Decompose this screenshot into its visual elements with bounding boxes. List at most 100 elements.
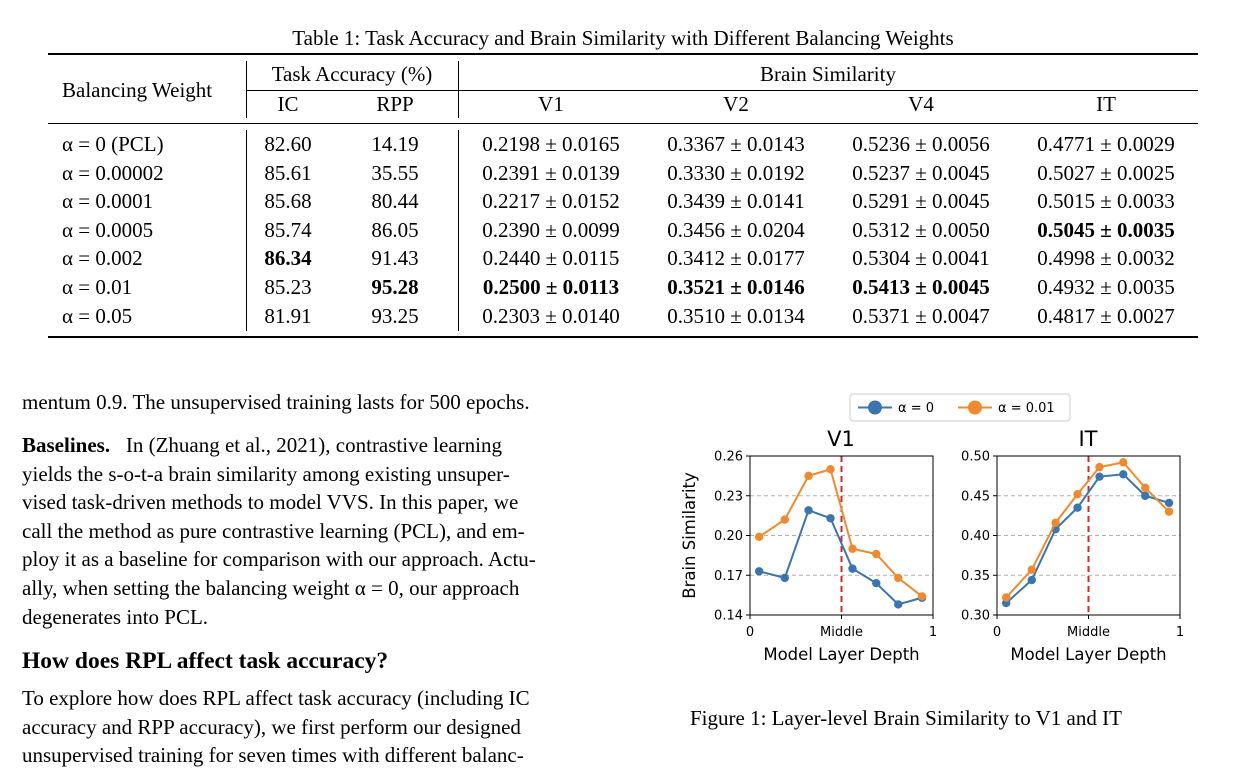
data-point (1119, 470, 1128, 479)
table-cell-weight: α = 0 (PCL) (62, 132, 164, 156)
text-line: call the method as pure contrastive lear… (22, 518, 525, 543)
y-axis-label: Brain Similarity (680, 472, 699, 599)
data-point (1164, 498, 1174, 508)
data-point (894, 573, 903, 583)
data-point (1051, 518, 1060, 527)
data-point (1095, 462, 1104, 472)
table-divider (458, 130, 459, 331)
table-cell-weight: α = 0.0005 (62, 217, 154, 242)
header-balancing-weight: Balancing Weight (62, 78, 213, 102)
table-cell-it: 0.5015 ± 0.0033 (1037, 189, 1175, 214)
y-tick-label: 0.30 (961, 609, 990, 624)
data-point (1073, 489, 1082, 499)
text-line: yields the s-o-t-a brain similarity amon… (22, 461, 510, 486)
table-cell-v2: 0.3412 ± 0.0177 (667, 246, 805, 271)
table-cell-v1: 0.2217 ± 0.0152 (482, 189, 620, 214)
table-cell-v4: 0.5236 ± 0.0056 (852, 132, 990, 156)
table-divider (246, 61, 247, 118)
legend-label: α = 0.01 (998, 401, 1055, 416)
table-cell-weight: α = 0.01 (62, 275, 133, 299)
header-v1: V1 (538, 92, 564, 116)
data-point (1027, 575, 1036, 585)
y-tick-label: 0.35 (961, 569, 990, 584)
series-line (1005, 461, 1170, 599)
table-cell-rpp: 35.55 (371, 160, 419, 185)
x-tick-label: Middle (820, 625, 863, 640)
data-point (848, 564, 857, 573)
table-cell-v4: 0.5371 ± 0.0047 (852, 303, 990, 328)
plot-frame (996, 455, 1181, 616)
table-cell-v1: 0.2391 ± 0.0139 (482, 160, 620, 185)
data-point (754, 532, 764, 542)
data-point (1141, 491, 1150, 500)
y-tick-label: 0.40 (961, 529, 990, 544)
text-line: ally, when setting the balancing weight … (22, 575, 520, 600)
table-cell-v2: 0.3367 ± 0.0143 (667, 132, 805, 156)
header-it: IT (1096, 92, 1116, 116)
table-cell-rpp: 95.28 (371, 275, 419, 299)
baselines-paragraph: Baselines. In (Zhuang et al., 2021), con… (22, 431, 602, 631)
text-line: unsupervised training for seven times wi… (22, 743, 524, 768)
header-brain-similarity: Brain Similarity (760, 62, 896, 86)
table-cell-rpp: 93.25 (371, 303, 419, 328)
table-cell-rpp: 80.44 (371, 189, 419, 214)
table-cell-v1: 0.2198 ± 0.0165 (482, 132, 620, 156)
table-cell-ic: 85.74 (264, 217, 312, 242)
series-line (758, 467, 923, 598)
text-line: ploy it as a baseline for comparison wit… (22, 547, 536, 572)
table-cell-v2: 0.3456 ± 0.0204 (667, 217, 805, 242)
table-cell-v1: 0.2390 ± 0.0099 (482, 217, 620, 242)
data-point (780, 573, 789, 583)
section-paragraph: To explore how does RPL affect task accu… (22, 684, 602, 770)
table-cell-weight: α = 0.002 (62, 246, 143, 271)
header-v4: V4 (908, 92, 934, 116)
y-tick-label: 0.20 (714, 529, 743, 544)
figure-caption: Figure 1: Layer-level Brain Similarity t… (690, 706, 1122, 730)
data-point (1119, 458, 1128, 467)
figure-1: α = 0 α = 0.01 V1 0.14 0.17 0.20 0.23 0.26 0 Midd… (680, 393, 1184, 664)
table-cell-it: 0.4771 ± 0.0029 (1037, 132, 1175, 156)
data-point (1141, 483, 1150, 492)
y-tick-label: 0.23 (714, 489, 743, 504)
data-point (872, 549, 881, 559)
legend-label: α = 0 (898, 401, 934, 416)
data-point (1073, 503, 1082, 512)
table-caption: Table 1: Task Accuracy and Brain Similar… (292, 26, 954, 50)
table-cell-v2: 0.3521 ± 0.0146 (667, 275, 805, 299)
table-header-rule (48, 123, 1198, 125)
x-tick-label: 1 (929, 625, 937, 640)
legend-marker (968, 400, 982, 415)
table-cell-ic: 85.68 (264, 189, 312, 214)
plot-frame (749, 455, 934, 616)
data-point (804, 471, 813, 481)
y-tick-label: 0.45 (961, 489, 990, 504)
x-tick-label: Middle (1067, 625, 1110, 640)
header-ic: IC (277, 92, 299, 116)
table-cell-v4: 0.5237 ± 0.0045 (852, 160, 990, 185)
table-cell-v1: 0.2500 ± 0.0113 (482, 275, 620, 299)
table-cell-it: 0.5027 ± 0.0025 (1037, 160, 1175, 185)
table-cell-it: 0.4998 ± 0.0032 (1037, 246, 1175, 271)
y-tick-label: 0.14 (714, 609, 743, 624)
data-point (1095, 472, 1104, 481)
text-line-content: In (Zhuang et al., 2021), contrastive le… (125, 433, 502, 457)
table-cell-it: 0.4817 ± 0.0027 (1037, 303, 1175, 328)
series-line (1005, 473, 1170, 604)
data-point (848, 544, 857, 553)
table-cell-ic: 85.61 (264, 160, 312, 185)
data-point (894, 600, 903, 609)
y-tick-label: 0.50 (961, 450, 990, 465)
baselines-label: Baselines. (22, 433, 111, 457)
table-cell-v1: 0.2440 ± 0.0115 (482, 246, 620, 271)
table-cell-weight: α = 0.0001 (62, 189, 154, 214)
table-cell-v2: 0.3510 ± 0.0134 (667, 303, 805, 328)
table-cell-it: 0.5045 ± 0.0035 (1037, 217, 1175, 242)
table-top-rule (48, 53, 1198, 55)
table-cell-v2: 0.3439 ± 0.0141 (667, 189, 805, 214)
x-axis-label: Model Layer Depth (763, 645, 919, 664)
text-line: mentum 0.9. The unsupervised training la… (22, 390, 530, 414)
text-line: degenerates into PCL. (22, 604, 209, 629)
table-header-mid-rule (247, 90, 1198, 91)
table-cell-v4: 0.5304 ± 0.0041 (852, 246, 990, 271)
table-divider (458, 61, 459, 118)
